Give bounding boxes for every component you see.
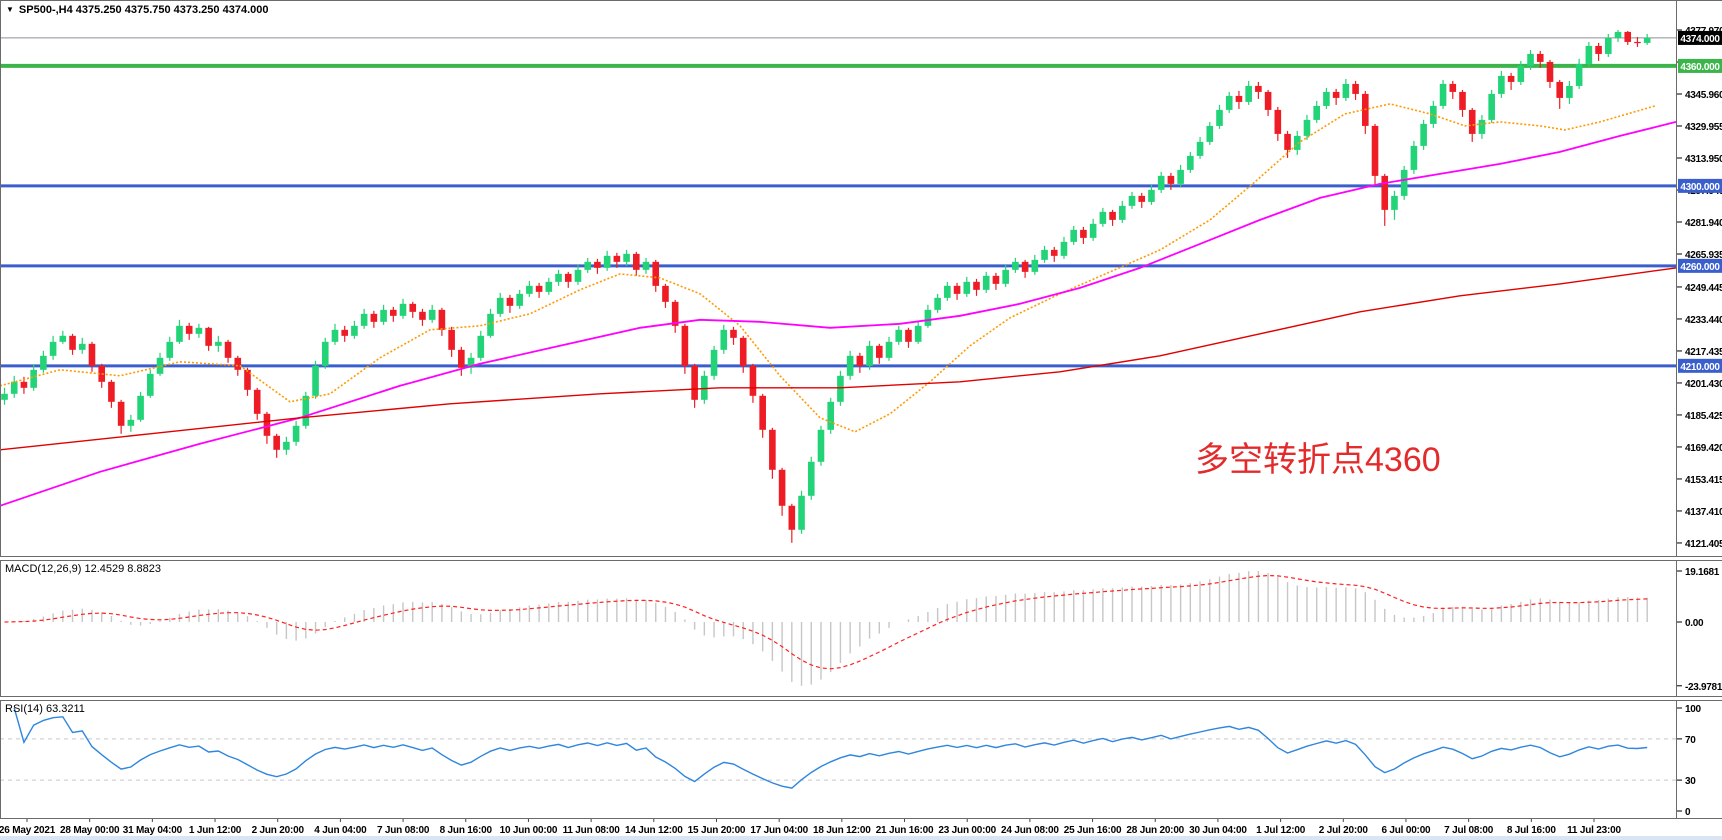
ma-fast-line [0, 103, 1656, 433]
svg-text:4233.440: 4233.440 [1685, 315, 1722, 326]
svg-text:26 May 2021: 26 May 2021 [0, 825, 56, 836]
svg-text:11 Jun 08:00: 11 Jun 08:00 [563, 825, 621, 836]
time-labels: 26 May 2021 28 May 00:00 31 May 04:00 1 Jun… [0, 819, 1622, 836]
ma-slow-line [0, 267, 1677, 451]
svg-text:6 Jul 00:00: 6 Jul 00:00 [1381, 825, 1431, 836]
svg-text:14 Jun 12:00: 14 Jun 12:00 [625, 825, 683, 836]
svg-text:15 Jun 20:00: 15 Jun 20:00 [688, 825, 746, 836]
time-axis[interactable]: 26 May 2021 28 May 00:00 31 May 04:00 1 Jun… [0, 819, 1722, 836]
svg-text:-23.9781: -23.9781 [1685, 682, 1722, 693]
svg-text:8 Jul 16:00: 8 Jul 16:00 [1507, 825, 1557, 836]
svg-text:4360.000: 4360.000 [1680, 62, 1720, 73]
svg-text:2 Jul 20:00: 2 Jul 20:00 [1319, 825, 1369, 836]
svg-text:4137.410: 4137.410 [1685, 507, 1722, 518]
svg-text:30: 30 [1685, 776, 1696, 787]
svg-text:4153.415: 4153.415 [1685, 475, 1722, 486]
rsi-line [13, 707, 1648, 789]
svg-text:17 Jun 04:00: 17 Jun 04:00 [750, 825, 808, 836]
svg-text:0.00: 0.00 [1685, 618, 1704, 629]
svg-text:4300.000: 4300.000 [1680, 182, 1720, 193]
svg-text:24 Jun 08:00: 24 Jun 08:00 [1001, 825, 1059, 836]
macd-histogram [13, 571, 1648, 686]
svg-text:7 Jul 08:00: 7 Jul 08:00 [1444, 825, 1494, 836]
svg-text:4329.955: 4329.955 [1685, 122, 1722, 133]
svg-text:100: 100 [1685, 704, 1702, 715]
svg-text:4217.435: 4217.435 [1685, 347, 1722, 358]
svg-text:4185.425: 4185.425 [1685, 411, 1722, 422]
svg-text:4249.445: 4249.445 [1685, 283, 1722, 294]
svg-text:23 Jun 00:00: 23 Jun 00:00 [938, 825, 996, 836]
window-bottom-edge [0, 836, 1722, 840]
main-chart-panel[interactable]: 4377.9704361.9654345.9604329.9554313.950… [0, 0, 1722, 559]
svg-text:30 Jun 04:00: 30 Jun 04:00 [1189, 825, 1247, 836]
svg-text:31 May 04:00: 31 May 04:00 [123, 825, 183, 836]
svg-text:19.1681: 19.1681 [1685, 567, 1720, 578]
svg-text:11 Jul 23:00: 11 Jul 23:00 [1567, 825, 1621, 836]
symbol-quote-text: SP500-,H4 4375.250 4375.750 4373.250 437… [18, 4, 269, 16]
rsi-panel[interactable]: 100 70 30 0 [0, 700, 1722, 819]
candlesticks [1, 29, 1651, 543]
macd-indicator-label: MACD(12,26,9) 12.4529 8.8823 [5, 563, 161, 575]
svg-text:4260.000: 4260.000 [1680, 262, 1720, 273]
svg-text:10 Jun 00:00: 10 Jun 00:00 [500, 825, 558, 836]
svg-text:28 Jun 20:00: 28 Jun 20:00 [1126, 825, 1184, 836]
svg-text:4313.950: 4313.950 [1685, 154, 1722, 165]
svg-text:1 Jul 12:00: 1 Jul 12:00 [1256, 825, 1306, 836]
svg-text:8 Jun 16:00: 8 Jun 16:00 [440, 825, 493, 836]
svg-text:4201.430: 4201.430 [1685, 379, 1722, 390]
current-price-badge [1678, 30, 1722, 45]
rsi-axis-labels: 100 70 30 0 [1677, 704, 1702, 818]
level-4210-badge [1678, 358, 1722, 373]
svg-text:21 Jun 16:00: 21 Jun 16:00 [876, 825, 934, 836]
svg-text:4281.940: 4281.940 [1685, 218, 1722, 229]
svg-text:2 Jun 20:00: 2 Jun 20:00 [252, 825, 305, 836]
level-4260-badge [1678, 258, 1722, 273]
svg-text:28 May 00:00: 28 May 00:00 [60, 825, 120, 836]
pivot-4360-badge [1678, 58, 1722, 73]
svg-text:0: 0 [1685, 807, 1691, 818]
macd-axis-labels: 19.1681 0.00 -23.9781 [1677, 567, 1722, 693]
svg-text:4210.000: 4210.000 [1680, 362, 1720, 373]
svg-text:25 Jun 16:00: 25 Jun 16:00 [1064, 825, 1122, 836]
svg-text:7 Jun 08:00: 7 Jun 08:00 [377, 825, 430, 836]
svg-text:4265.935: 4265.935 [1685, 250, 1722, 261]
rsi-indicator-label: RSI(14) 63.3211 [5, 703, 85, 715]
level-lines [0, 37, 1676, 368]
macd-signal-line [4, 574, 1648, 670]
svg-text:4121.405: 4121.405 [1685, 539, 1722, 550]
svg-text:4169.420: 4169.420 [1685, 443, 1722, 454]
ma-medium-line [0, 121, 1677, 507]
symbol-dropdown-icon[interactable]: ▼ [6, 5, 14, 14]
svg-text:4 Jun 04:00: 4 Jun 04:00 [314, 825, 367, 836]
macd-panel[interactable]: 19.1681 0.00 -23.9781 [0, 560, 1722, 697]
svg-text:4374.000: 4374.000 [1680, 34, 1720, 45]
chart-annotation-text: 多空转折点4360 [1195, 441, 1441, 479]
symbol-info-bar: ▼ SP500-,H4 4375.250 4375.750 4373.250 43… [6, 4, 268, 16]
svg-text:70: 70 [1685, 735, 1696, 746]
price-axis-labels: 4377.9704361.9654345.9604329.9554313.950… [1677, 26, 1722, 550]
level-4300-badge [1678, 178, 1722, 193]
svg-text:18 Jun 12:00: 18 Jun 12:00 [813, 825, 871, 836]
price-level-badges: 4374.000 4360.000 4300.000 4260.000 4210.000 [1678, 30, 1722, 373]
svg-text:1 Jun 12:00: 1 Jun 12:00 [189, 825, 242, 836]
svg-text:4345.960: 4345.960 [1685, 90, 1722, 101]
